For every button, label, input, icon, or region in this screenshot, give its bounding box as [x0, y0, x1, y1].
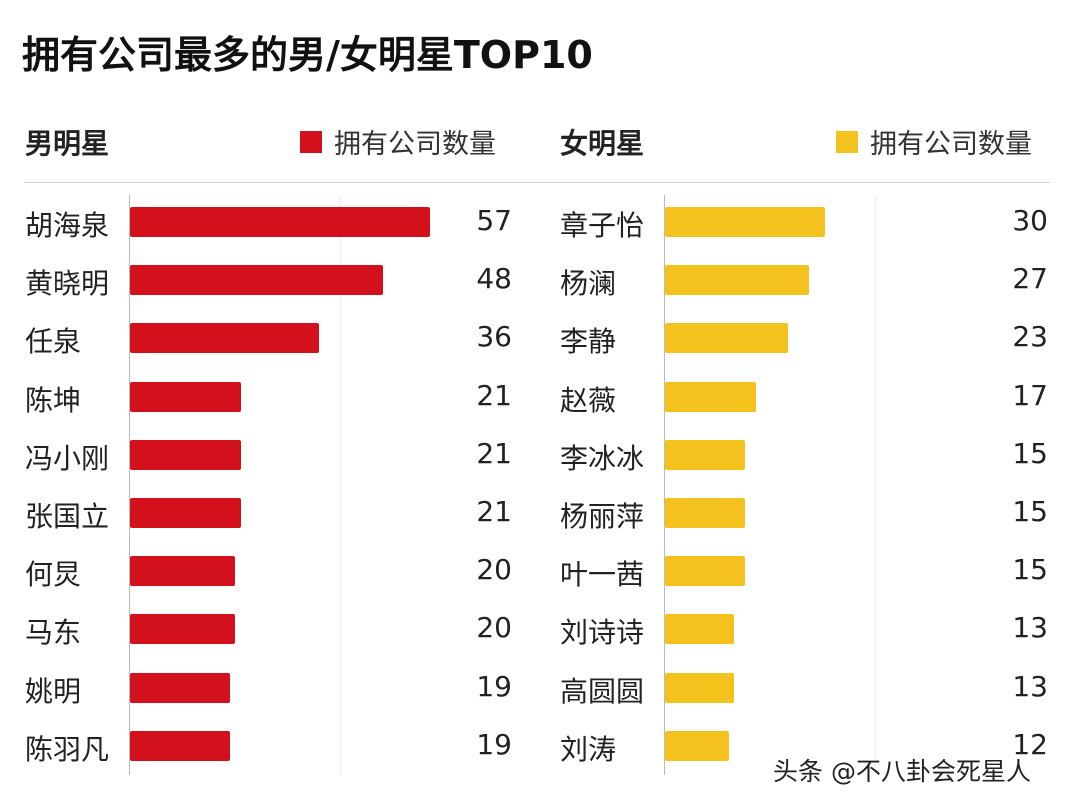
female-bar — [665, 730, 729, 761]
female-bar — [665, 323, 788, 354]
header-divider — [24, 182, 1050, 183]
female-value-label: 12 — [1012, 727, 1048, 761]
male-legend-label: 拥有公司数量 — [334, 129, 496, 160]
male-axis — [129, 195, 130, 775]
female-bar — [665, 381, 756, 412]
male-category-label: 马东 — [25, 616, 82, 650]
female-category-label: 叶一茜 — [560, 558, 645, 592]
female-value-label: 15 — [1012, 553, 1048, 587]
female-bar — [665, 672, 735, 703]
male-value-label: 21 — [476, 378, 512, 412]
male-category-label: 任泉 — [25, 325, 82, 359]
male-value-label: 48 — [476, 262, 512, 296]
male-value-label: 21 — [476, 436, 512, 470]
male-value-label: 19 — [476, 669, 512, 703]
male-category-label: 陈羽凡 — [25, 732, 110, 766]
male-value-label: 21 — [476, 495, 512, 528]
watermark: 头条 @不八卦会死星人 — [773, 757, 1031, 786]
male-value-label: 20 — [476, 553, 512, 587]
female-group-title: 女明星 — [560, 127, 645, 160]
female-bar — [665, 265, 809, 296]
female-legend-label: 拥有公司数量 — [870, 129, 1032, 160]
female-value-label: 15 — [1012, 495, 1048, 528]
female-value-label: 30 — [1012, 204, 1048, 237]
female-category-label: 赵薇 — [560, 383, 617, 417]
male-bar — [130, 381, 241, 412]
female-category-label: 高圆圆 — [560, 674, 645, 708]
female-category-label: 杨丽萍 — [560, 500, 645, 533]
female-category-label: 杨澜 — [560, 267, 617, 301]
female-value-label: 17 — [1012, 378, 1048, 412]
male-category-label: 张国立 — [25, 500, 110, 533]
male-bar — [130, 498, 241, 528]
female-value-label: 13 — [1012, 611, 1048, 645]
male-bar — [130, 439, 241, 470]
female-category-label: 李静 — [560, 325, 617, 359]
female-bar — [665, 498, 745, 528]
chart-title: 拥有公司最多的男/女明星TOP10 — [22, 33, 593, 77]
female-legend-swatch — [836, 131, 858, 153]
male-legend-swatch — [300, 131, 322, 153]
male-category-label: 黄晓明 — [25, 267, 110, 301]
female-gridline — [875, 195, 876, 775]
male-bar — [130, 207, 430, 237]
male-category-label: 冯小刚 — [25, 441, 110, 475]
male-value-label: 20 — [476, 611, 512, 645]
female-value-label: 27 — [1012, 262, 1048, 296]
female-category-label: 刘诗诗 — [560, 616, 645, 650]
male-category-label: 胡海泉 — [25, 209, 110, 242]
female-axis — [664, 195, 665, 775]
female-bar — [665, 614, 735, 645]
female-bar — [665, 207, 825, 237]
male-gridline — [340, 195, 341, 775]
male-bar — [130, 672, 230, 703]
male-category-label: 姚明 — [25, 674, 82, 708]
female-value-label: 23 — [1012, 320, 1048, 354]
male-bar — [130, 614, 236, 645]
male-value-label: 57 — [476, 204, 512, 237]
male-category-label: 陈坤 — [25, 383, 82, 417]
female-value-label: 13 — [1012, 669, 1048, 703]
male-bar — [130, 556, 236, 587]
female-bar — [665, 439, 745, 470]
male-group-title: 男明星 — [25, 127, 110, 160]
male-category-label: 何炅 — [25, 558, 82, 592]
male-value-label: 36 — [476, 320, 512, 354]
female-category-label: 章子怡 — [560, 209, 645, 242]
female-category-label: 李冰冰 — [560, 441, 645, 475]
male-value-label: 19 — [476, 727, 512, 761]
female-category-label: 刘涛 — [560, 732, 617, 766]
female-value-label: 15 — [1012, 436, 1048, 470]
male-bar — [130, 323, 320, 354]
male-bar — [130, 265, 383, 296]
male-bar — [130, 730, 230, 761]
female-bar — [665, 556, 745, 587]
